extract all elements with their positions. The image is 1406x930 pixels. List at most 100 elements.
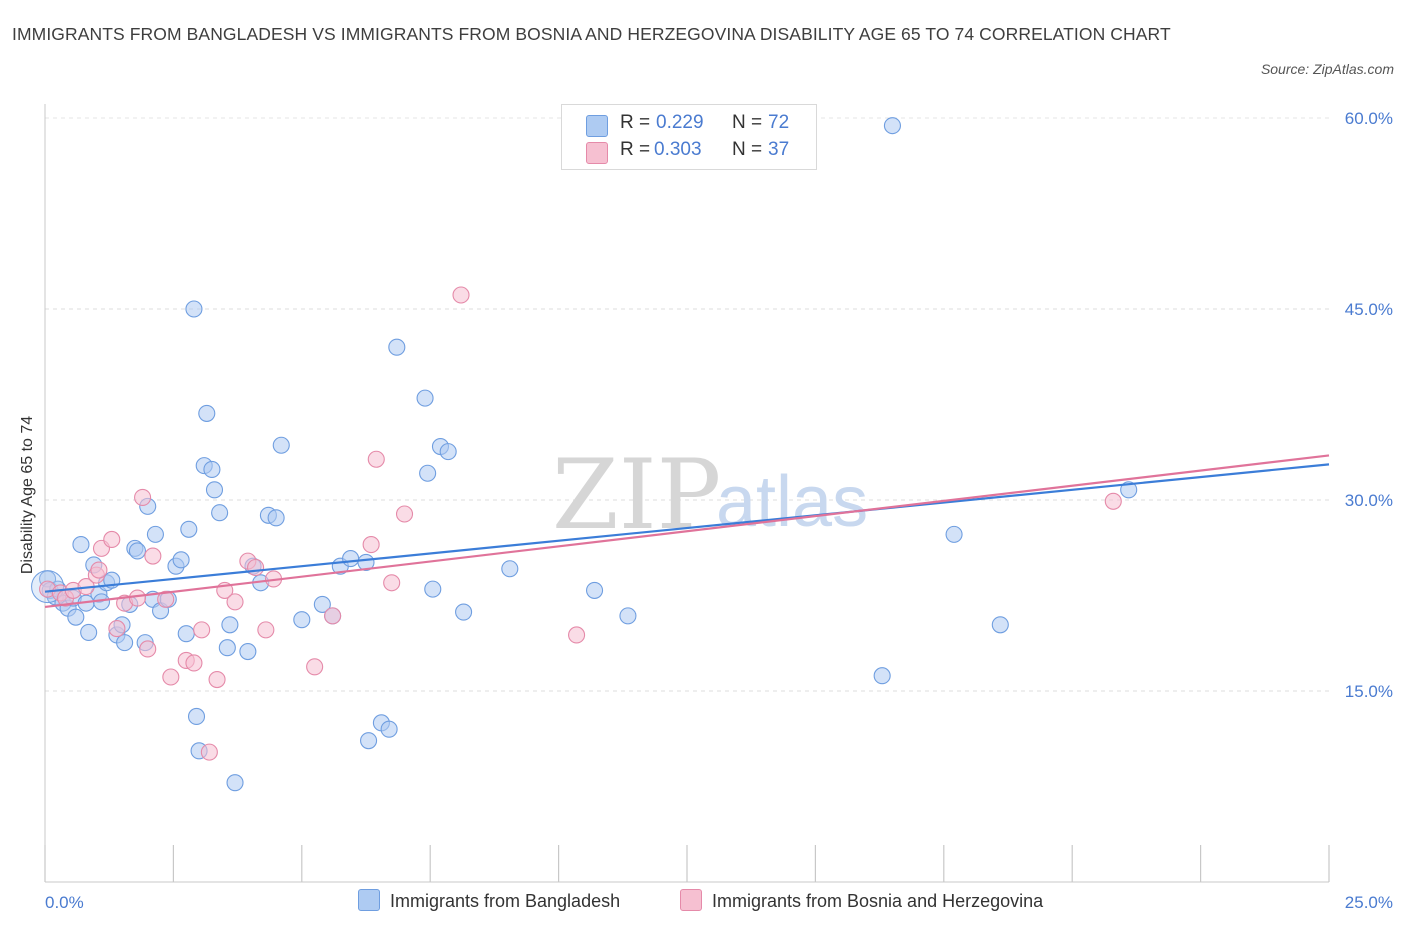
x-tick-label: 0.0% xyxy=(45,893,84,912)
n-value: 37 xyxy=(768,139,790,160)
r-label: R = xyxy=(620,139,651,160)
bangladesh-point xyxy=(128,542,146,560)
legend-item-bosnia[interactable]: Immigrants from Bosnia and Herzegovina xyxy=(680,889,1043,912)
bosnia-point xyxy=(134,488,152,507)
bosnia-point xyxy=(200,743,218,761)
y-tick-label: 60.0% xyxy=(1345,109,1393,128)
bangladesh-swatch xyxy=(358,889,380,911)
bangladesh-point xyxy=(619,607,637,625)
bosnia-point xyxy=(306,658,324,676)
bangladesh-point xyxy=(218,639,236,657)
bangladesh-point xyxy=(439,443,457,461)
bangladesh-point xyxy=(187,707,206,726)
bangladesh-point xyxy=(239,642,257,661)
bosnia-point xyxy=(367,450,385,468)
bangladesh-point xyxy=(226,774,244,792)
bosnia-point xyxy=(90,561,108,579)
y-tick-label: 30.0% xyxy=(1345,491,1393,510)
bangladesh-point xyxy=(172,551,190,569)
bangladesh-point xyxy=(205,481,224,499)
bosnia-point xyxy=(247,558,265,577)
bosnia-point xyxy=(157,590,175,608)
bosnia-point xyxy=(208,670,226,689)
bosnia-point xyxy=(257,621,275,639)
trendlines xyxy=(44,454,1330,609)
bosnia-point xyxy=(383,574,401,592)
watermark: ZIP atlas xyxy=(552,439,868,551)
legend-label-bosnia: Immigrants from Bosnia and Herzegovina xyxy=(712,891,1044,911)
y-axis-label: Disability Age 65 to 74 xyxy=(19,416,36,574)
bangladesh-point xyxy=(198,404,216,422)
bangladesh-point xyxy=(501,560,519,578)
source-label: Source: ZipAtlas.com xyxy=(1260,61,1394,77)
bangladesh-point xyxy=(293,611,311,629)
bangladesh-point xyxy=(180,520,198,538)
bangladesh-point xyxy=(72,536,90,554)
bangladesh-point xyxy=(177,625,195,643)
bosnia-point xyxy=(193,621,211,639)
bangladesh-point xyxy=(221,616,239,634)
bosnia-point xyxy=(162,668,180,686)
legend-label-bangladesh: Immigrants from Bangladesh xyxy=(390,891,621,911)
bosnia-point xyxy=(395,505,414,523)
bosnia-point xyxy=(324,607,342,625)
bangladesh-trendline xyxy=(44,463,1330,593)
watermark-atlas: atlas xyxy=(716,462,868,542)
bangladesh-point xyxy=(991,616,1009,634)
series-legend: Immigrants from Bangladesh Immigrants fr… xyxy=(0,889,1406,915)
r-label: R = xyxy=(620,112,651,133)
bosnia-point xyxy=(185,654,203,672)
x-tick-labels: 0.0% 25.0% xyxy=(45,893,1393,912)
y-tick-label: 45.0% xyxy=(1345,300,1393,319)
watermark-zip: ZIP xyxy=(552,439,721,551)
bangladesh-point xyxy=(267,509,285,527)
bosnia-point xyxy=(108,620,126,638)
bosnia-point xyxy=(226,593,244,611)
bosnia-swatch xyxy=(680,889,702,911)
bangladesh-point xyxy=(146,525,164,543)
bangladesh-point xyxy=(67,608,85,626)
bangladesh-point xyxy=(1120,481,1138,499)
r-value: 0.303 xyxy=(654,139,702,160)
bangladesh-point xyxy=(388,338,406,356)
bosnia-swatch xyxy=(586,142,608,164)
correlation-legend: R = 0.229 N = 72 R = 0.303 N = 37 xyxy=(561,104,817,170)
bangladesh-point xyxy=(360,732,378,750)
axes xyxy=(44,104,1330,883)
bangladesh-point xyxy=(873,667,891,685)
bangladesh-point xyxy=(380,720,398,738)
bangladesh-point xyxy=(342,550,360,568)
bangladesh-point xyxy=(211,504,229,522)
bangladesh-point xyxy=(455,603,473,621)
bosnia-point xyxy=(139,640,157,658)
bangladesh-point xyxy=(272,436,290,454)
series-bangladesh-points xyxy=(31,117,1138,792)
bosnia-point xyxy=(568,626,586,644)
bangladesh-point xyxy=(586,581,604,599)
n-value: 72 xyxy=(768,112,790,133)
chart-title: IMMIGRANTS FROM BANGLADESH VS IMMIGRANTS… xyxy=(12,24,1171,44)
bosnia-trendline xyxy=(44,454,1330,609)
bosnia-point xyxy=(103,530,121,549)
bangladesh-swatch xyxy=(586,115,608,137)
n-label: N = xyxy=(732,139,763,160)
x-tick-label: 25.0% xyxy=(1345,893,1393,912)
bosnia-point xyxy=(362,536,380,554)
bangladesh-point xyxy=(416,389,434,407)
y-tick-label: 15.0% xyxy=(1345,682,1393,701)
bangladesh-point xyxy=(424,580,442,598)
n-label: N = xyxy=(732,112,763,133)
bosnia-point xyxy=(128,589,146,607)
bosnia-point xyxy=(1104,492,1122,510)
bangladesh-point xyxy=(945,525,963,543)
legend-item-bangladesh[interactable]: Immigrants from Bangladesh xyxy=(358,889,620,912)
bangladesh-point xyxy=(313,595,331,613)
bosnia-point xyxy=(144,547,162,565)
bangladesh-point xyxy=(185,300,203,318)
bangladesh-point xyxy=(883,117,901,135)
bangladesh-point xyxy=(80,623,98,641)
bangladesh-point xyxy=(116,634,134,652)
bangladesh-point xyxy=(203,460,221,478)
bosnia-point xyxy=(452,286,470,304)
